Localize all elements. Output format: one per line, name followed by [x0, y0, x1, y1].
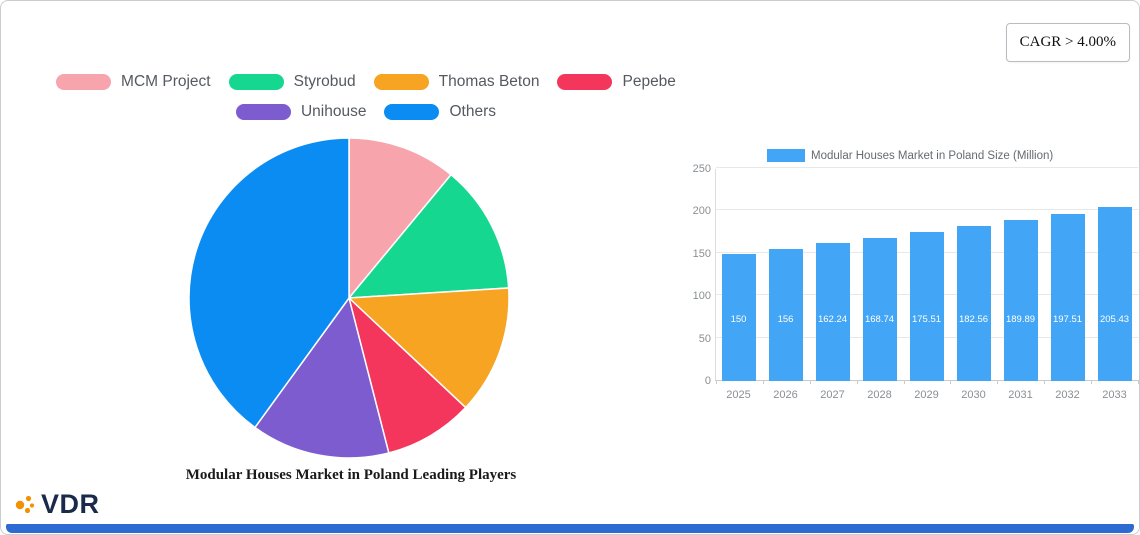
bar-value-label: 182.56 — [958, 314, 989, 325]
y-tick-label: 200 — [692, 205, 711, 218]
bottom-accent-bar — [6, 524, 1134, 533]
bar-cell-2031: 189.89 — [997, 169, 1044, 381]
bar-2030[interactable]: 182.56 — [956, 226, 991, 381]
bar-cell-2026: 156 — [762, 169, 809, 381]
bar-value-label: 205.43 — [1099, 314, 1130, 325]
bar-cell-2033: 205.43 — [1091, 169, 1138, 381]
pie-legend: MCM Project Styrobud Thomas Beton Pepebe Uni… — [36, 73, 696, 121]
vdr-logo: VDR — [13, 489, 100, 520]
y-tick-label: 50 — [698, 332, 711, 345]
bar-2026[interactable]: 156 — [768, 248, 803, 381]
pie-slice-mcm-project[interactable] — [348, 137, 453, 301]
pie-chart[interactable] — [186, 135, 512, 461]
x-tick-label-2031: 2031 — [1008, 389, 1033, 401]
bar-2033[interactable]: 205.43 — [1097, 206, 1132, 381]
bar-2029[interactable]: 175.51 — [909, 232, 944, 381]
cagr-badge: CAGR > 4.00% — [1005, 23, 1130, 62]
bar-2027[interactable]: 162.24 — [815, 243, 850, 381]
legend-label: Styrobud — [293, 73, 356, 90]
bar-value-label: 168.74 — [864, 314, 895, 325]
y-tick-label: 100 — [692, 290, 711, 303]
bar-value-label: 156 — [777, 314, 794, 325]
legend-label: Pepebe — [622, 73, 676, 90]
bar-cell-2029: 175.51 — [903, 169, 950, 381]
bar-2025[interactable]: 150 — [721, 253, 756, 381]
legend-swatch — [384, 104, 440, 120]
bar-2031[interactable]: 189.89 — [1003, 219, 1038, 381]
x-tick-label-2030: 2030 — [961, 389, 986, 401]
legend-label: MCM Project — [121, 73, 211, 90]
bar-cell-2028: 168.74 — [856, 169, 903, 381]
bar-series: 150 156 162.24 168.74 175.51 182.56 189.89 197.… — [715, 169, 1138, 381]
x-tick-label-2029: 2029 — [914, 389, 939, 401]
x-tick — [762, 380, 764, 384]
gridline-200 — [716, 209, 1138, 211]
legend-label: Thomas Beton — [438, 73, 540, 90]
legend-label: Unihouse — [300, 103, 367, 120]
bar-2028[interactable]: 168.74 — [862, 237, 897, 381]
bar-cell-2025: 150 — [715, 169, 762, 381]
bar-chart: Modular Houses Market in Poland Size (Mi… — [689, 149, 1140, 409]
bar-chart-legend[interactable]: Modular Houses Market in Poland Size (Mi… — [767, 149, 1053, 162]
legend-swatch — [228, 74, 284, 90]
pie-slice-unihouse[interactable] — [253, 296, 390, 459]
legend-item-thomas-beton[interactable]: Thomas Beton — [373, 73, 540, 91]
x-tick — [809, 380, 811, 384]
bar-cell-2030: 182.56 — [950, 169, 997, 381]
bar-value-label: 150 — [730, 314, 747, 325]
legend-item-styrobud[interactable]: Styrobud — [228, 73, 356, 91]
bar-x-axis-labels: 2025 2026 2027 2028 2029 2030 2031 2032 2033 — [715, 389, 1138, 401]
bar-value-label: 162.24 — [817, 314, 848, 325]
x-tick — [950, 380, 952, 384]
x-tick — [1044, 380, 1046, 384]
legend-swatch — [373, 74, 429, 90]
x-tick — [1138, 380, 1139, 384]
x-tick — [716, 380, 717, 384]
x-tick — [1091, 380, 1093, 384]
bar-value-label: 189.89 — [1005, 314, 1036, 325]
bar-cell-2027: 162.24 — [809, 169, 856, 381]
pie-slice-pepebe[interactable] — [347, 295, 467, 454]
x-tick — [856, 380, 858, 384]
x-tick-label-2032: 2032 — [1055, 389, 1080, 401]
x-tick-label-2027: 2027 — [820, 389, 845, 401]
y-tick-label: 150 — [692, 247, 711, 260]
x-tick-label-2025: 2025 — [726, 389, 751, 401]
bar-legend-label: Modular Houses Market in Poland Size (Mi… — [811, 149, 1054, 162]
vdr-logo-icon — [15, 495, 35, 513]
legend-swatch — [235, 104, 291, 120]
bar-y-axis-labels: 0 50 100 150 200 250 — [689, 163, 711, 387]
legend-item-others[interactable]: Others — [384, 103, 496, 121]
x-tick-label-2033: 2033 — [1102, 389, 1127, 401]
legend-item-unihouse[interactable]: Unihouse — [235, 103, 367, 121]
x-tick-label-2028: 2028 — [867, 389, 892, 401]
x-tick — [997, 380, 999, 384]
legend-label: Others — [449, 103, 496, 120]
y-tick-label: 250 — [692, 163, 711, 175]
legend-swatch — [557, 74, 613, 90]
y-tick-label: 0 — [704, 375, 711, 387]
bar-value-label: 197.51 — [1052, 314, 1083, 325]
x-tick — [903, 380, 905, 384]
bar-cell-2032: 197.51 — [1044, 169, 1091, 381]
pie-slice-others[interactable] — [188, 137, 350, 429]
x-tick-label-2026: 2026 — [773, 389, 798, 401]
pie-slice-styrobud[interactable] — [347, 173, 510, 299]
legend-item-pepebe[interactable]: Pepebe — [557, 73, 676, 91]
legend-item-mcm-project[interactable]: MCM Project — [56, 73, 211, 91]
bar-legend-swatch — [767, 149, 805, 162]
pie-chart-title: Modular Houses Market in Poland Leading … — [185, 467, 517, 483]
pie-slice-thomas-beton[interactable] — [347, 287, 510, 409]
bar-2032[interactable]: 197.51 — [1050, 213, 1085, 381]
bar-value-label: 175.51 — [911, 314, 942, 325]
gridline-250 — [716, 167, 1138, 168]
legend-swatch — [56, 74, 112, 90]
vdr-logo-text: VDR — [41, 489, 100, 519]
